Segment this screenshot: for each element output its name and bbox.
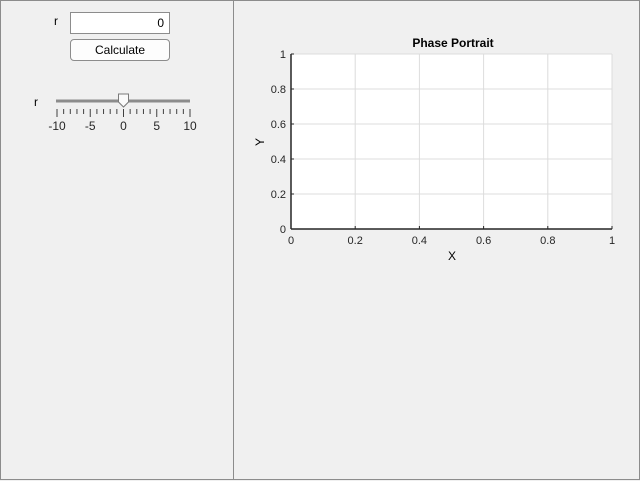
plot-area xyxy=(291,54,612,229)
slider-ticks: -10 -5 0 5 10 xyxy=(48,109,197,133)
phase-portrait-chart: Phase Portrait 0 0.2 0.4 0.6 0.8 100.20.40.60… xyxy=(253,36,615,263)
r-field-label: r xyxy=(54,14,58,28)
x-tick-label: 0.6 xyxy=(476,235,491,247)
calculate-button[interactable]: Calculate xyxy=(70,39,170,61)
slider-tick-label: 10 xyxy=(183,119,197,133)
slider-tick-label: 5 xyxy=(153,119,160,133)
x-tick-label: 0 xyxy=(288,235,294,247)
slider-tick-label: -10 xyxy=(48,119,66,133)
slider-label: r xyxy=(34,95,38,109)
x-tick-label: 1 xyxy=(609,235,615,247)
x-tick-label: 0.8 xyxy=(540,235,555,247)
r-input[interactable] xyxy=(70,12,170,34)
y-tick-label: 0.2 xyxy=(271,189,286,201)
chart-title: Phase Portrait xyxy=(412,36,493,50)
y-tick-label: 0.4 xyxy=(271,154,286,166)
y-tick-label: 1 xyxy=(280,49,286,61)
x-axis-label: X xyxy=(448,249,456,263)
y-tick-label: 0.6 xyxy=(271,119,286,131)
slider-thumb[interactable] xyxy=(118,93,129,108)
plot-panel: Phase Portrait 0 0.2 0.4 0.6 0.8 1 0 0.2 0.4 0.6 0… xyxy=(233,0,640,480)
slider-tick-label: -5 xyxy=(85,119,96,133)
r-slider[interactable]: -10 -5 0 5 10 xyxy=(46,89,206,139)
slider-tick-label: 0 xyxy=(120,119,127,133)
y-axis-label: Y xyxy=(253,138,267,146)
x-tick-label: 0.4 xyxy=(412,235,427,247)
control-panel: r Calculate r -10 -5 0 5 10 xyxy=(0,0,234,480)
x-tick-label: 0.2 xyxy=(348,235,363,247)
y-tick-label: 0 xyxy=(280,224,286,236)
y-tick-label: 0.8 xyxy=(271,84,286,96)
axis-ticks: 0 0.2 0.4 0.6 0.8 1 0 0.2 0.4 0.6 0.8 1 xyxy=(271,49,615,247)
